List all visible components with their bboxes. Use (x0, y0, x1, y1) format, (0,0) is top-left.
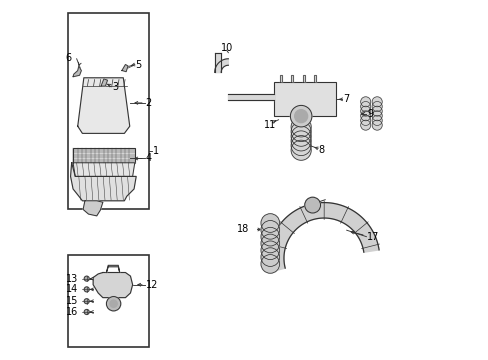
Polygon shape (70, 163, 136, 201)
Polygon shape (214, 53, 221, 72)
Polygon shape (313, 75, 316, 82)
Polygon shape (279, 75, 281, 82)
Circle shape (360, 120, 370, 130)
Circle shape (304, 197, 320, 213)
Polygon shape (101, 79, 107, 86)
Text: 8: 8 (318, 144, 324, 154)
Circle shape (110, 300, 117, 307)
Circle shape (290, 105, 311, 127)
Text: 5: 5 (135, 59, 142, 69)
Text: 11: 11 (264, 121, 276, 130)
Circle shape (261, 248, 279, 266)
Polygon shape (268, 203, 378, 272)
Bar (68, 255, 148, 347)
Circle shape (360, 106, 370, 116)
Text: 6: 6 (65, 53, 72, 63)
Bar (273, 82, 335, 116)
Text: 18: 18 (236, 225, 248, 234)
Circle shape (360, 97, 370, 107)
Text: 10: 10 (221, 43, 233, 53)
Text: 4: 4 (145, 153, 151, 163)
Bar (73, 148, 135, 163)
Text: 2: 2 (145, 98, 151, 108)
Text: 13: 13 (66, 274, 78, 284)
Polygon shape (228, 94, 273, 100)
Circle shape (84, 287, 89, 292)
Circle shape (371, 111, 382, 121)
Circle shape (371, 102, 382, 112)
Circle shape (290, 122, 310, 141)
Circle shape (84, 299, 89, 304)
Circle shape (371, 97, 382, 107)
Bar (68, 13, 148, 209)
Circle shape (360, 111, 370, 121)
Circle shape (290, 126, 310, 146)
Text: 17: 17 (366, 232, 379, 242)
Circle shape (294, 110, 307, 123)
Polygon shape (83, 201, 102, 216)
Circle shape (360, 102, 370, 112)
Circle shape (261, 255, 279, 273)
Text: 3: 3 (112, 82, 118, 93)
Circle shape (290, 131, 310, 151)
Polygon shape (93, 273, 132, 298)
Circle shape (290, 117, 310, 137)
Circle shape (371, 120, 382, 130)
Polygon shape (290, 75, 293, 82)
Text: 12: 12 (145, 280, 158, 290)
Text: 7: 7 (342, 94, 348, 104)
Circle shape (290, 140, 310, 160)
Polygon shape (73, 66, 81, 77)
Text: 9: 9 (366, 109, 372, 119)
Polygon shape (122, 64, 128, 72)
Circle shape (261, 241, 279, 260)
Circle shape (106, 297, 121, 311)
Text: 16: 16 (66, 307, 78, 317)
Polygon shape (214, 59, 228, 72)
Circle shape (290, 135, 310, 156)
Circle shape (261, 227, 279, 246)
Polygon shape (78, 78, 129, 134)
Polygon shape (106, 265, 120, 273)
Text: 15: 15 (65, 296, 78, 306)
Text: 1: 1 (152, 146, 159, 156)
Circle shape (360, 116, 370, 126)
Circle shape (261, 234, 279, 253)
Text: 14: 14 (66, 284, 78, 294)
Polygon shape (302, 75, 304, 82)
Polygon shape (73, 163, 135, 176)
Circle shape (84, 276, 89, 281)
Circle shape (261, 221, 279, 239)
Circle shape (261, 214, 279, 232)
Circle shape (371, 116, 382, 126)
Circle shape (84, 310, 89, 315)
Circle shape (371, 106, 382, 116)
